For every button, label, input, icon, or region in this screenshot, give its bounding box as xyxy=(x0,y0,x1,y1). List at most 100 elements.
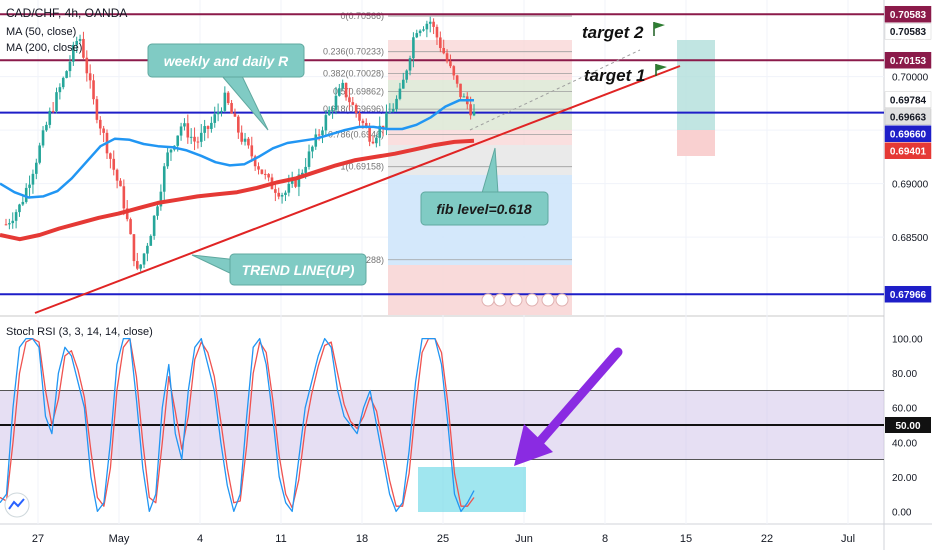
candle xyxy=(183,118,186,131)
candle xyxy=(428,16,432,33)
candle xyxy=(257,162,260,175)
candle xyxy=(186,114,190,144)
stoch-legend: Stoch RSI (3, 3, 14, 14, close) xyxy=(6,326,153,338)
price-tick-label: 0.68500 xyxy=(892,233,929,244)
candle xyxy=(442,39,445,55)
candle xyxy=(193,127,196,151)
horizontal-lines xyxy=(0,13,884,296)
candle xyxy=(331,106,334,119)
ma200-legend: MA (200, close) xyxy=(6,42,82,54)
candle xyxy=(115,168,119,189)
candle xyxy=(338,83,341,97)
time-tick-label: May xyxy=(109,533,130,545)
candle xyxy=(401,72,405,89)
candle xyxy=(78,34,82,44)
candle xyxy=(405,69,408,83)
price-tick-label: 0.70000 xyxy=(892,73,929,84)
candle xyxy=(31,169,35,194)
symbol-title: CAD/CHF, 4h, OANDA xyxy=(6,6,127,20)
candle xyxy=(371,135,375,145)
weekly-daily-callout[interactable]: weekly and daily R xyxy=(147,43,305,131)
zones-layer xyxy=(388,40,715,315)
fib-level-text: fib level=0.618 xyxy=(436,201,532,217)
time-axis: 27 May 4 11 18 25 Jun 8 15 22 Jul xyxy=(32,533,855,545)
svg-text:0.69663: 0.69663 xyxy=(890,113,927,124)
ma50-line[interactable] xyxy=(0,98,474,199)
fib-level-label: 0.236(0.70233) xyxy=(323,47,384,57)
candle xyxy=(21,195,25,207)
target-stop-zone xyxy=(677,130,715,156)
candle xyxy=(280,192,284,204)
time-tick-label: 18 xyxy=(356,533,368,545)
fib-level-label: 1(0.69158) xyxy=(340,162,384,172)
price-tick-label: 0.69000 xyxy=(892,180,929,191)
candle xyxy=(321,126,324,144)
candle xyxy=(263,169,267,180)
candle xyxy=(146,242,149,262)
candle xyxy=(395,95,398,113)
stoch-tick-label: 0.00 xyxy=(892,507,912,518)
time-tick-label: 15 xyxy=(680,533,692,545)
target2-flag-icon xyxy=(653,22,665,36)
price-axis-label: 0.70583 xyxy=(884,5,932,23)
stoch-tick-label: 100.00 xyxy=(892,335,923,346)
price-axis-label: 0.69401 xyxy=(884,142,932,159)
candle xyxy=(307,144,311,170)
candle xyxy=(58,83,62,100)
moving-averages xyxy=(0,98,475,242)
candle xyxy=(166,146,169,169)
candle xyxy=(462,93,466,98)
svg-text:50.00: 50.00 xyxy=(895,421,920,432)
candle xyxy=(139,264,142,272)
candle xyxy=(129,217,132,235)
price-axis-label: 0.70153 xyxy=(884,51,932,69)
candle xyxy=(51,101,55,114)
candle xyxy=(472,104,476,117)
candle xyxy=(260,169,264,175)
candle xyxy=(95,96,99,124)
candle xyxy=(61,76,65,90)
economic-events-icons[interactable] xyxy=(481,293,569,307)
candle xyxy=(223,86,227,113)
trend-line-text: TREND LINE(UP) xyxy=(242,262,355,278)
candle xyxy=(284,190,287,202)
candle xyxy=(199,124,203,148)
svg-text:0.70583: 0.70583 xyxy=(890,10,927,21)
time-tick-label: 8 xyxy=(602,533,608,545)
candle xyxy=(4,218,8,226)
fib-level-label: 0.786(0.6946) xyxy=(328,129,384,139)
candle xyxy=(267,173,270,182)
price-axis-label: 0.69663 xyxy=(884,108,932,125)
fib-level-label: 0(0.70566) xyxy=(340,11,384,21)
stoch-k-line[interactable] xyxy=(0,337,475,513)
candle xyxy=(142,252,146,269)
candle xyxy=(68,55,72,78)
trend-line[interactable] xyxy=(34,65,681,314)
candle xyxy=(391,103,395,113)
candle xyxy=(98,116,102,136)
candle xyxy=(226,91,230,105)
candle xyxy=(439,31,442,53)
candle xyxy=(28,175,31,198)
candle xyxy=(65,70,68,79)
svg-text:0.69660: 0.69660 xyxy=(890,130,927,141)
candle xyxy=(132,234,136,267)
fib-level-callout[interactable]: fib level=0.618 xyxy=(420,147,549,226)
time-tick-label: 4 xyxy=(197,533,203,545)
fib-pink-zone xyxy=(388,265,572,315)
candle xyxy=(388,103,392,113)
stoch-tick-label: 60.00 xyxy=(892,404,917,415)
tradingview-logo-icon xyxy=(4,492,30,518)
ma200-line[interactable] xyxy=(0,138,475,242)
candle xyxy=(327,106,331,116)
svg-text:0.70583: 0.70583 xyxy=(890,27,927,38)
time-tick-label: Jun xyxy=(515,533,533,545)
trend-line-callout[interactable]: TREND LINE(UP) xyxy=(191,253,367,286)
candle xyxy=(233,108,237,117)
candle xyxy=(324,110,328,136)
candle xyxy=(432,18,435,35)
candle xyxy=(189,128,193,145)
candle xyxy=(452,65,456,80)
candle xyxy=(41,126,45,148)
